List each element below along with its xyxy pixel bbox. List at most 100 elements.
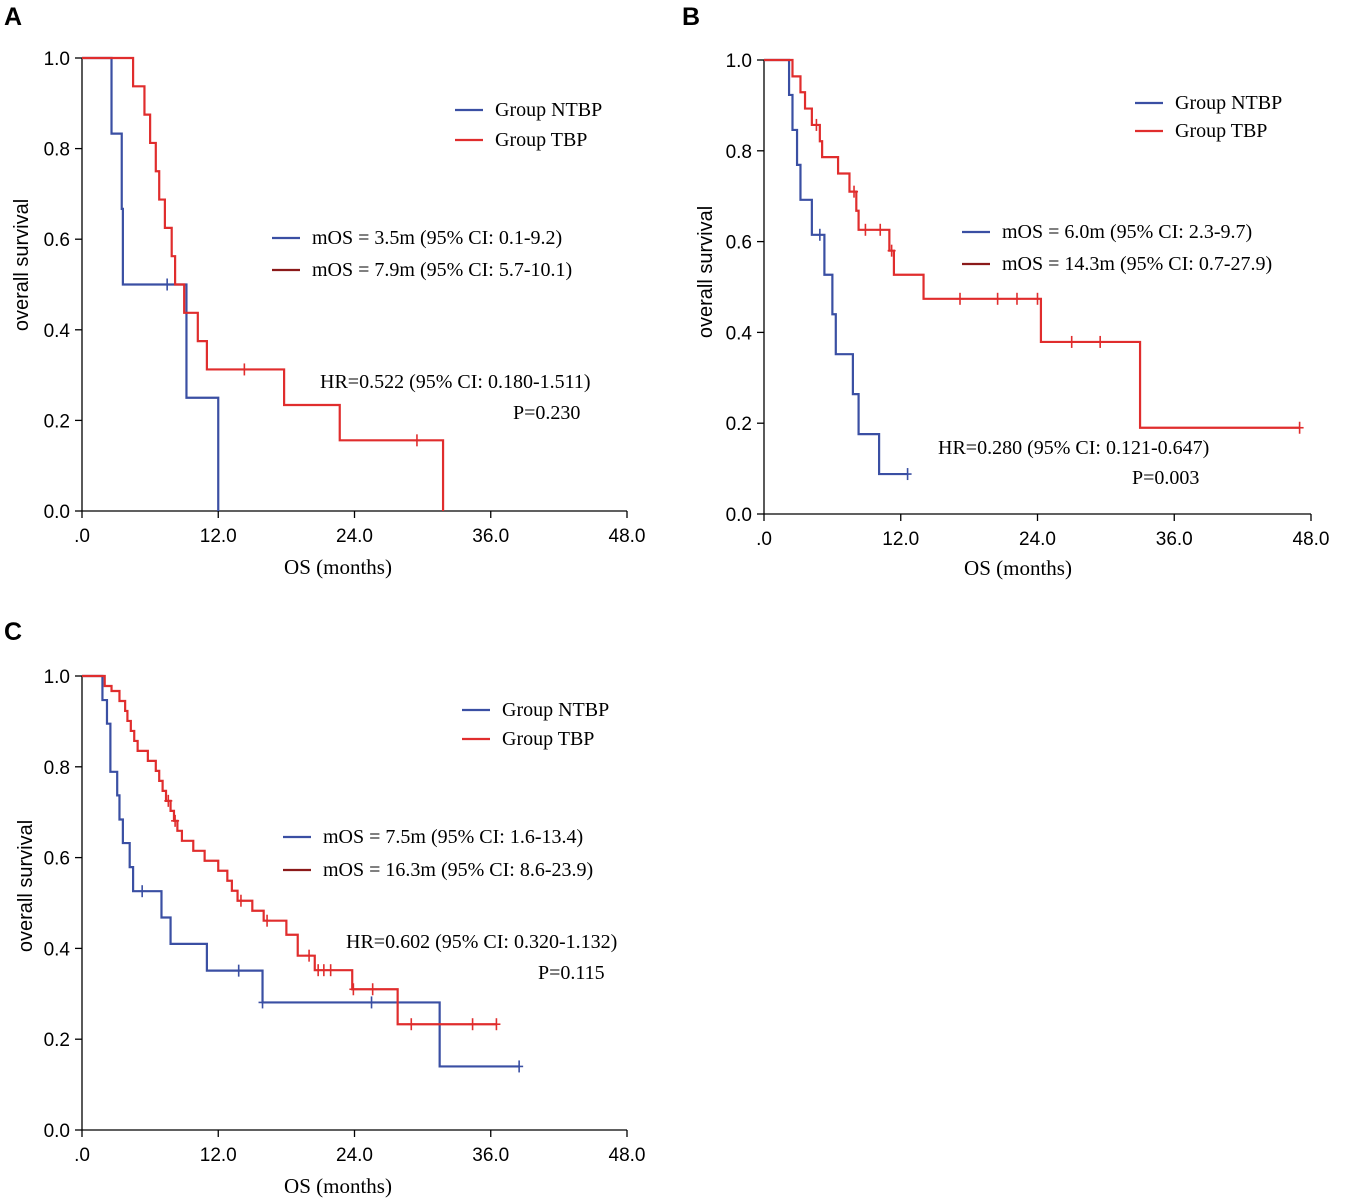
censor-mark-tbp: [468, 1018, 477, 1031]
x-tick-label: 36.0: [472, 526, 509, 547]
censor-mark-tbp: [407, 1018, 416, 1031]
censor-mark-tbp: [1096, 335, 1105, 348]
y-tick-label: 0.8: [44, 758, 70, 779]
censor-mark-tbp: [319, 964, 328, 977]
legend-label: Group TBP: [1175, 120, 1267, 142]
censor-mark-tbp: [1067, 335, 1076, 348]
censor-mark-tbp: [1012, 292, 1021, 305]
censor-mark-tbp: [850, 185, 859, 198]
censor-mark-ntbp: [903, 468, 912, 481]
y-tick-label: 0.2: [44, 411, 70, 432]
x-tick-label: .0: [74, 1145, 90, 1166]
x-tick-label: 48.0: [609, 526, 646, 547]
x-tick-label: 24.0: [1019, 529, 1056, 550]
x-tick-label: 12.0: [200, 526, 237, 547]
censor-mark-tbp: [263, 914, 272, 927]
y-axis-label: overall survival: [695, 206, 717, 338]
x-axis-label: OS (months): [964, 556, 1072, 580]
y-tick-label: 0.4: [726, 323, 753, 344]
mos-annotation: mOS = 6.0m (95% CI: 2.3-9.7): [1002, 221, 1252, 243]
x-tick-label: 36.0: [1156, 529, 1193, 550]
panel-c: C 0.0 0.2 0.4 0.6 0.8 1.0 .0 12.0 24.0 36.0 48.0 OS …: [4, 618, 645, 1198]
censor-mark-tbp: [326, 964, 335, 977]
censor-mark-tbp: [1295, 421, 1304, 434]
y-tick-label: 0.2: [726, 414, 752, 435]
x-tick-label: 24.0: [336, 526, 373, 547]
x-tick-label: 48.0: [609, 1145, 646, 1166]
y-tick-label: 0.0: [44, 1121, 70, 1142]
hazard-ratio-annotation: HR=0.522 (95% CI: 0.180-1.511): [320, 371, 591, 393]
x-tick-label: 48.0: [1293, 529, 1330, 550]
x-axis-label: OS (months): [284, 1174, 392, 1198]
x-tick-label: .0: [756, 529, 772, 550]
panel-b: B 0.0 0.2 0.4 0.6 0.8 1.0 .0 12.0 24.0 36.0 48.0 OS …: [682, 3, 1329, 580]
p-value-annotation: P=0.230: [513, 402, 580, 424]
mos-annotation: mOS = 3.5m (95% CI: 0.1-9.2): [312, 227, 562, 249]
mos-annotation: mOS = 7.5m (95% CI: 1.6-13.4): [323, 826, 583, 848]
p-value-annotation: P=0.003: [1132, 467, 1199, 489]
y-tick-label: 0.2: [44, 1030, 70, 1051]
x-tick-label: 36.0: [472, 1145, 509, 1166]
panel-label: B: [682, 3, 700, 31]
censor-mark-tbp: [164, 794, 173, 807]
censor-mark-ntbp: [234, 964, 243, 977]
censor-mark-tbp: [236, 894, 245, 907]
censor-mark-tbp: [812, 118, 821, 131]
y-axis-label: overall survival: [15, 820, 37, 952]
legend-label: Group TBP: [502, 728, 594, 750]
y-tick-label: 0.6: [726, 233, 752, 254]
censor-mark-tbp: [876, 223, 885, 236]
censor-mark-tbp: [887, 244, 896, 257]
censor-mark-ntbp: [515, 1060, 524, 1073]
censor-mark-tbp: [1033, 292, 1042, 305]
x-tick-label: .0: [74, 526, 90, 547]
y-tick-label: 0.4: [44, 939, 71, 960]
legend-label: Group NTBP: [495, 99, 602, 121]
censor-mark-ntbp: [815, 228, 824, 241]
hazard-ratio-annotation: HR=0.280 (95% CI: 0.121-0.647): [938, 437, 1209, 459]
censor-mark-tbp: [368, 983, 377, 996]
panel-a: A 0.0 0.2 0.4 0.6 0.8 1.0 .0 12.0 24.0 36.0 48.0 OS …: [4, 3, 645, 579]
censor-mark-ntbp: [367, 996, 376, 1009]
x-tick-label: 24.0: [336, 1145, 373, 1166]
legend-label: Group NTBP: [502, 699, 609, 721]
legend-label: Group NTBP: [1175, 92, 1282, 114]
y-axis-label: overall survival: [11, 199, 33, 331]
hazard-ratio-annotation: HR=0.602 (95% CI: 0.320-1.132): [346, 931, 617, 953]
y-tick-label: 1.0: [726, 51, 752, 72]
y-tick-label: 0.6: [44, 230, 70, 251]
censor-mark-tbp: [349, 983, 358, 996]
y-tick-label: 0.0: [44, 502, 70, 523]
censor-mark-ntbp: [163, 278, 172, 291]
legend-label: Group TBP: [495, 129, 587, 151]
y-tick-label: 1.0: [44, 49, 70, 70]
censor-mark-ntbp: [258, 996, 267, 1009]
p-value-annotation: P=0.115: [538, 962, 605, 984]
km-curve-tbp: [82, 674, 497, 1026]
km-curve-tbp: [82, 56, 445, 511]
censor-mark-ntbp: [138, 885, 147, 898]
km-curve-ntbp: [82, 56, 220, 511]
panel-label: C: [4, 618, 22, 646]
mos-annotation: mOS = 7.9m (95% CI: 5.7-10.1): [312, 259, 572, 281]
x-tick-label: 12.0: [200, 1145, 237, 1166]
censor-mark-tbp: [956, 292, 965, 305]
censor-mark-tbp: [240, 363, 249, 376]
y-tick-label: 0.6: [44, 849, 70, 870]
censor-mark-tbp: [492, 1018, 501, 1031]
mos-annotation: mOS = 14.3m (95% CI: 0.7-27.9): [1002, 253, 1272, 275]
panel-label: A: [4, 3, 22, 31]
y-tick-label: 0.8: [44, 140, 70, 161]
y-tick-label: 0.0: [726, 505, 752, 526]
y-tick-label: 0.8: [726, 142, 752, 163]
x-tick-label: 12.0: [882, 529, 919, 550]
km-curve-tbp: [764, 58, 1300, 429]
censor-mark-tbp: [171, 814, 180, 827]
censor-mark-tbp: [412, 434, 421, 447]
mos-annotation: mOS = 16.3m (95% CI: 8.6-23.9): [323, 859, 593, 881]
censor-mark-tbp: [993, 292, 1002, 305]
km-curve-ntbp: [764, 58, 908, 476]
x-axis-label: OS (months): [284, 555, 392, 579]
censor-mark-tbp: [305, 949, 314, 962]
